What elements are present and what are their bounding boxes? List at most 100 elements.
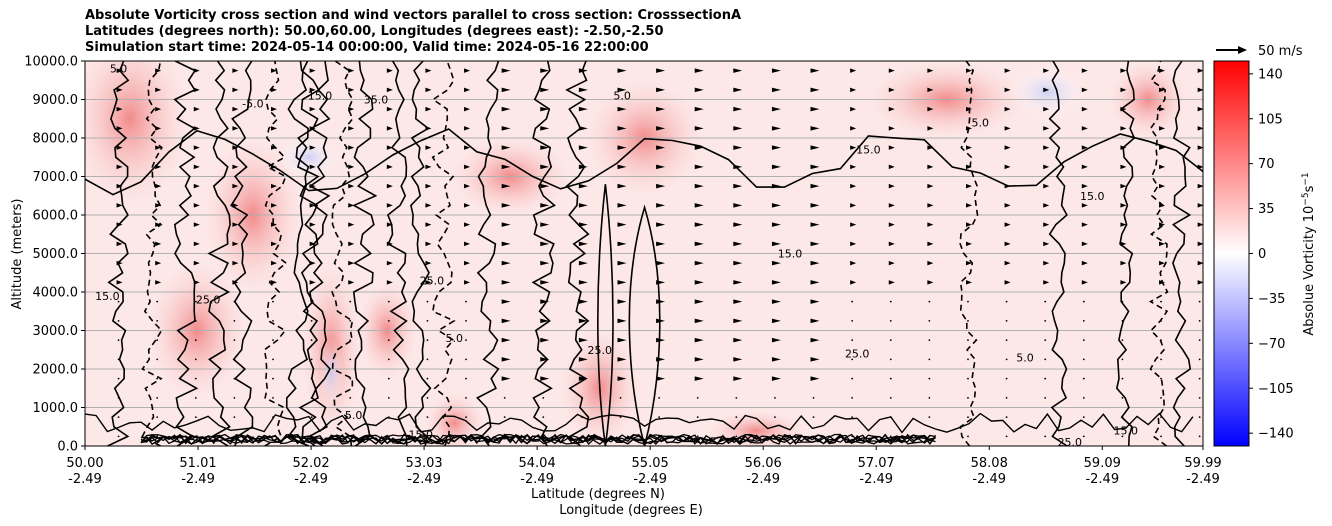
wind-vector <box>888 106 895 112</box>
wind-vector <box>1120 203 1127 208</box>
wind-vector <box>309 222 316 227</box>
wind-vector <box>232 145 239 150</box>
wind-vector <box>965 280 972 285</box>
wind-vector <box>889 416 892 419</box>
wind-vector <box>155 203 162 208</box>
contour-label: 25.0 <box>588 344 613 357</box>
wind-vector <box>1004 87 1011 93</box>
wind-vector <box>850 280 857 285</box>
wind-vector <box>619 396 622 399</box>
wind-vector <box>155 126 162 131</box>
wind-vector <box>1082 339 1085 342</box>
x-tick-label-lat: 53.03 <box>405 456 442 471</box>
wind-vector <box>232 280 239 285</box>
wind-vector <box>1043 106 1050 112</box>
wind-vector <box>464 145 471 150</box>
contour-label: 15.0 <box>408 428 433 441</box>
wind-vector <box>694 241 704 247</box>
wind-vector <box>1005 339 1008 342</box>
wind-vector <box>888 203 895 208</box>
wind-vector <box>810 260 820 266</box>
wind-vector <box>656 106 666 112</box>
wind-vector <box>194 319 197 322</box>
wind-vector <box>1081 203 1088 208</box>
wind-vector <box>733 183 743 189</box>
wind-vector <box>1044 300 1047 303</box>
wind-vector <box>888 222 895 227</box>
x-tick-label-lon: -2.49 <box>1085 472 1119 487</box>
wind-vector <box>617 241 627 247</box>
wind-vector <box>965 241 972 247</box>
wind-vector <box>658 396 661 399</box>
wind-vector <box>851 300 854 303</box>
contour-label: 15.0 <box>1114 425 1139 438</box>
wind-vector <box>501 203 511 208</box>
y-axis: 0.0 1000.0 2000.0 3000.0 4000.0 5000.0 6000.0 7… <box>24 55 85 455</box>
wind-vector <box>465 358 467 361</box>
wind-vector <box>656 280 666 285</box>
wind-vector <box>426 377 429 380</box>
wind-vector <box>965 203 972 208</box>
wind-vector <box>194 300 197 303</box>
wind-vector <box>232 87 239 93</box>
contour-line <box>1171 61 1192 446</box>
wind-vector <box>465 396 467 399</box>
y-tick-label: 4000.0 <box>33 286 79 301</box>
wind-vector <box>656 126 666 131</box>
wind-vector <box>386 222 393 227</box>
wind-vector <box>812 396 815 399</box>
wind-vector <box>1004 222 1011 227</box>
wind-vector <box>349 339 352 342</box>
wind-vector <box>696 396 699 399</box>
wind-vector <box>155 222 162 227</box>
wind-vector <box>348 183 355 189</box>
wind-vector <box>1081 280 1088 285</box>
colorbar-tick-label: 70 <box>1258 157 1275 172</box>
wind-vector <box>617 318 627 324</box>
wind-vector <box>928 435 931 438</box>
wind-vector <box>1082 435 1085 438</box>
wind-vector <box>771 241 781 247</box>
wind-vector <box>617 203 627 208</box>
wind-vector <box>580 396 583 399</box>
wind-vector <box>927 222 934 227</box>
plot-area: 5.0 15.0 5.0 15.0 15.0 25.0 15.0 25.0 5.0 25.0 25.… <box>84 60 1204 449</box>
contour-label: 15.0 <box>856 144 881 157</box>
wind-vector <box>232 106 239 112</box>
wind-vector <box>233 319 236 322</box>
wind-vector <box>656 183 666 189</box>
wind-vector <box>1081 164 1088 170</box>
chart-title: Absolute Vorticity cross section and win… <box>85 8 741 56</box>
wind-vector <box>386 126 393 131</box>
contour-line <box>207 61 231 446</box>
wind-vector <box>580 416 583 419</box>
wind-vector <box>1043 203 1050 208</box>
x-tick-label-lat: 59.99 <box>1184 456 1221 471</box>
wind-vector <box>810 222 820 227</box>
contour-line <box>1048 61 1068 446</box>
wind-vector <box>271 106 278 112</box>
wind-vector <box>578 68 588 73</box>
wind-vector <box>656 222 666 227</box>
wind-vector <box>116 87 123 93</box>
wind-vector <box>193 68 200 73</box>
wind-vector <box>271 164 278 170</box>
wind-vector <box>580 435 583 438</box>
wind-vector <box>193 280 200 285</box>
wind-vector <box>1160 416 1162 419</box>
y-tick-label: 3000.0 <box>33 324 79 339</box>
wind-vector <box>386 87 393 93</box>
wind-vector <box>309 183 316 189</box>
wind-vector <box>656 68 666 73</box>
wind-vector <box>233 396 236 399</box>
wind-vector <box>348 280 355 285</box>
wind-vector <box>965 106 972 112</box>
x-tick-label-lon: -2.49 <box>1186 472 1220 487</box>
wind-vector <box>193 145 200 150</box>
wind-vector <box>928 396 931 399</box>
wind-vector <box>1044 319 1047 322</box>
wind-vector <box>349 319 352 322</box>
contour-line <box>230 61 254 446</box>
contour-label: 25.0 <box>1058 436 1083 449</box>
wind-vector <box>812 416 815 419</box>
